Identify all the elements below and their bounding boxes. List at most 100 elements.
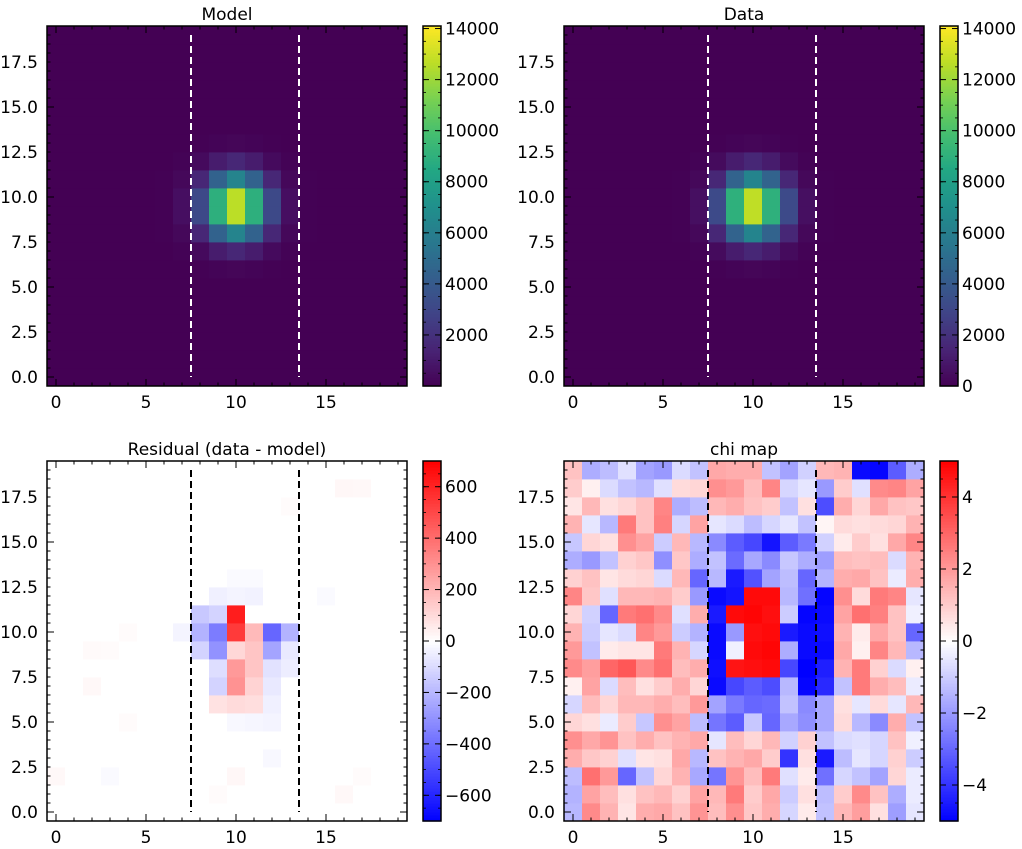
heatmap-cell — [762, 551, 781, 570]
colorbar-segment — [423, 500, 441, 504]
heatmap-cell — [191, 767, 210, 786]
colorbar-segment — [423, 776, 441, 780]
heatmap-cell — [119, 533, 138, 552]
heatmap-cell — [47, 461, 66, 480]
heatmap-cell — [263, 350, 282, 369]
heatmap-cell — [317, 116, 336, 135]
colorbar-segment — [423, 146, 441, 150]
colorbar-segment — [423, 314, 441, 318]
heatmap-cell — [317, 26, 336, 45]
heatmap-cell — [317, 224, 336, 243]
colorbar-segment — [423, 191, 441, 195]
heatmap-cell — [83, 497, 102, 516]
colorbar-segment — [940, 134, 958, 138]
colorbar-segment — [940, 608, 958, 612]
heatmap-cell — [371, 713, 390, 732]
colorbar-segment — [423, 239, 441, 243]
y-tick-label: 5.0 — [528, 713, 555, 733]
heatmap-cell — [335, 461, 354, 480]
heatmap-cell — [137, 116, 156, 135]
heatmap-cell — [47, 44, 66, 63]
heatmap-cell — [191, 98, 210, 117]
heatmap-cell — [155, 659, 174, 678]
colorbar-segment — [940, 191, 958, 195]
heatmap-cell — [245, 677, 264, 696]
colorbar-segment — [423, 56, 441, 60]
colorbar-tick-label: 6000 — [445, 224, 488, 244]
heatmap-cell — [227, 296, 246, 315]
heatmap-cell — [744, 767, 763, 786]
colorbar-segment — [423, 719, 441, 723]
heatmap-cell — [780, 713, 799, 732]
heatmap-cell — [636, 533, 655, 552]
heatmap-cell — [83, 569, 102, 588]
heatmap-cell — [582, 368, 601, 387]
heatmap-cell — [227, 116, 246, 135]
heatmap-cell — [564, 206, 583, 225]
heatmap-cell — [83, 296, 102, 315]
heatmap-cell — [353, 26, 372, 45]
heatmap-cell — [389, 767, 408, 786]
heatmap-cell — [155, 479, 174, 498]
heatmap-cell — [906, 80, 925, 99]
heatmap-cell — [726, 515, 745, 534]
heatmap-cell — [389, 659, 408, 678]
heatmap-cell — [708, 659, 727, 678]
heatmap-cell — [708, 350, 727, 369]
heatmap-cell — [672, 749, 691, 768]
heatmap-cell — [852, 479, 871, 498]
heatmap-cell — [191, 296, 210, 315]
heatmap-cell — [780, 497, 799, 516]
heatmap-cell — [47, 80, 66, 99]
heatmap-cell — [281, 587, 300, 606]
heatmap-cell — [353, 332, 372, 351]
colorbar-segment — [940, 233, 958, 237]
heatmap-cell — [353, 98, 372, 117]
colorbar-segment — [940, 548, 958, 552]
heatmap-cell — [834, 623, 853, 642]
heatmap-cell — [65, 134, 84, 153]
heatmap-cell — [564, 533, 583, 552]
colorbar-segment — [423, 227, 441, 231]
heatmap-cell — [600, 296, 619, 315]
heatmap-cell — [389, 26, 408, 45]
heatmap-cell — [564, 461, 583, 480]
colorbar-segment — [423, 374, 441, 378]
colorbar-segment — [423, 761, 441, 765]
colorbar-segment — [423, 518, 441, 522]
heatmap-cell — [600, 803, 619, 822]
heatmap-cell — [65, 785, 84, 804]
heatmap-cell — [690, 116, 709, 135]
heatmap-cell — [834, 350, 853, 369]
heatmap-cell — [299, 695, 318, 714]
heatmap-cell — [762, 659, 781, 678]
heatmap-cell — [564, 623, 583, 642]
heatmap-cell — [600, 188, 619, 207]
colorbar-segment — [423, 197, 441, 201]
heatmap-cell — [870, 260, 889, 279]
heatmap-cell — [173, 260, 192, 279]
colorbar-segment — [423, 713, 441, 717]
heatmap-cell — [299, 260, 318, 279]
heatmap-cell — [744, 224, 763, 243]
heatmap-cell — [600, 278, 619, 297]
heatmap-cell — [762, 623, 781, 642]
heatmap-cell — [906, 569, 925, 588]
heatmap-cell — [852, 515, 871, 534]
colorbar-segment — [423, 125, 441, 129]
heatmap-cell — [744, 278, 763, 297]
heatmap-cell — [654, 605, 673, 624]
heatmap-cell — [209, 587, 228, 606]
heatmap-cell — [870, 623, 889, 642]
heatmap-cell — [245, 188, 264, 207]
heatmap-cell — [191, 80, 210, 99]
heatmap-cell — [780, 785, 799, 804]
heatmap-cell — [173, 44, 192, 63]
colorbar-segment — [423, 536, 441, 540]
heatmap-cell — [47, 623, 66, 642]
heatmap-cell — [47, 188, 66, 207]
heatmap-cell — [564, 260, 583, 279]
x-tick-label: 0 — [568, 828, 579, 848]
